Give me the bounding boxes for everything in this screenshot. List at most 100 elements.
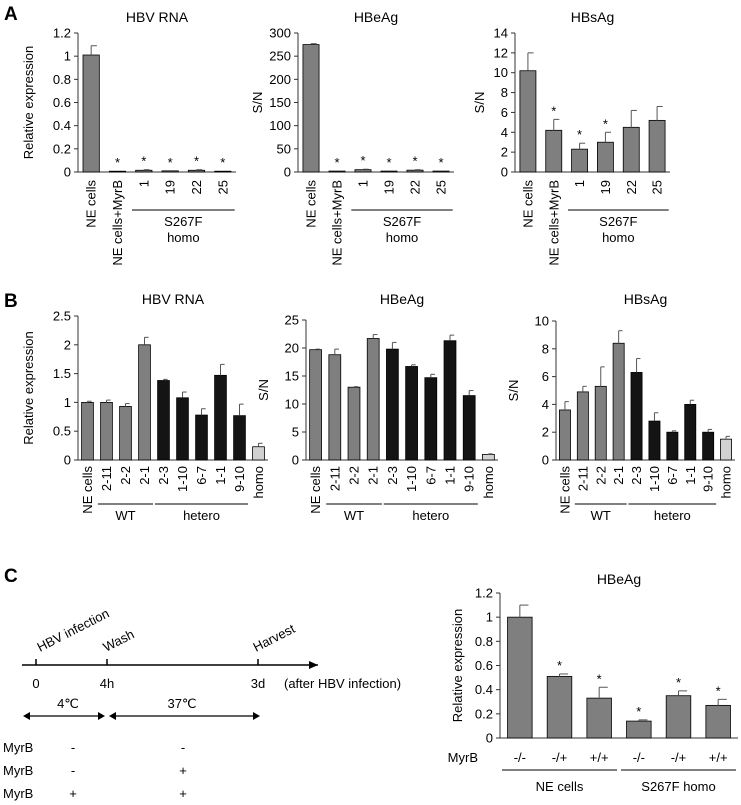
y-tick-label: 5 bbox=[292, 425, 299, 440]
time-label-0: 0 bbox=[32, 676, 39, 691]
y-axis-label: S/N bbox=[506, 380, 521, 402]
y-tick-label: 0.6 bbox=[53, 95, 71, 110]
panel-label-c: C bbox=[4, 566, 18, 587]
bar-1-1 bbox=[684, 403, 697, 461]
bar-22 bbox=[187, 169, 206, 173]
significance-star: * bbox=[577, 127, 582, 142]
chart-a-hbsag: HBsAg 0 2 4 6 8 10 12 14 S/N * * * NE cells NE cells+M… bbox=[472, 9, 670, 266]
y-tick-label: 10 bbox=[285, 397, 299, 412]
bar-6-7 bbox=[666, 431, 679, 461]
significance-star: * bbox=[412, 154, 417, 169]
y-tick-label: 0 bbox=[64, 165, 71, 180]
y-tick-label: 1 bbox=[64, 395, 71, 410]
category-label: NE cells+MyrB bbox=[110, 180, 125, 266]
bar-2-1 bbox=[612, 342, 625, 461]
y-tick-label: 1.2 bbox=[475, 586, 493, 601]
group-label: WT bbox=[115, 508, 135, 523]
category-label: homo bbox=[719, 466, 734, 499]
category-label: 6-7 bbox=[194, 466, 209, 485]
category-label: 22 bbox=[408, 180, 423, 194]
category-label: 1 bbox=[136, 180, 151, 187]
y-tick-label: 0.5 bbox=[53, 424, 71, 439]
chart-a-hbeag: HBeAg 0 50 100 150 200 250 300 S/N * * * * * NE cells N… bbox=[250, 9, 454, 266]
bar-1 bbox=[354, 169, 372, 173]
significance-star: * bbox=[597, 671, 602, 686]
bar-homo bbox=[482, 453, 495, 461]
significance-star: * bbox=[386, 155, 391, 170]
bar-+/+ bbox=[586, 697, 612, 739]
bar-2-2 bbox=[119, 406, 132, 461]
y-tick-label: 8 bbox=[542, 341, 549, 356]
group-label: hetero bbox=[654, 508, 691, 523]
y-axis-label: S/N bbox=[472, 92, 487, 114]
y-tick-label: 0.4 bbox=[475, 682, 493, 697]
timeline-arrowhead bbox=[309, 661, 318, 669]
category-label: -/- bbox=[633, 750, 645, 765]
y-axis-label: Relative expression bbox=[450, 609, 465, 722]
condition-3-post: + bbox=[179, 786, 187, 801]
category-label: 1-1 bbox=[683, 466, 698, 485]
bar-9-10 bbox=[233, 415, 246, 461]
category-label: 1-10 bbox=[175, 466, 190, 492]
bar-2-3 bbox=[386, 348, 399, 461]
significance-star: * bbox=[115, 155, 120, 170]
y-tick-label: 250 bbox=[269, 49, 291, 64]
category-label: NE cells+MyrB bbox=[546, 180, 561, 266]
group-label: WT bbox=[344, 508, 364, 523]
bar-homo bbox=[252, 446, 265, 461]
condition-1-pre: - bbox=[71, 740, 75, 755]
bar-2-11 bbox=[576, 391, 589, 461]
bar-25 bbox=[432, 170, 450, 173]
chart-a-hbv-rna: HBV RNA 0 0.2 0.4 0.6 0.8 1 1.2 Relative express… bbox=[21, 9, 236, 266]
significance-star: * bbox=[557, 658, 562, 673]
group-label: homo bbox=[167, 230, 200, 245]
category-label: -/- bbox=[514, 750, 526, 765]
y-tick-label: 200 bbox=[269, 72, 291, 87]
category-label: 2-1 bbox=[366, 466, 381, 485]
y-tick-label: 0 bbox=[486, 731, 493, 746]
category-label: 1 bbox=[572, 180, 587, 187]
y-tick-label: 6 bbox=[542, 369, 549, 384]
group-label: S267F homo bbox=[641, 779, 715, 794]
category-label: NE cells+MyrB bbox=[330, 180, 345, 266]
y-tick-label: 1.2 bbox=[53, 26, 71, 41]
y-tick-label: 4 bbox=[542, 397, 549, 412]
y-tick-label: 12 bbox=[494, 45, 508, 60]
y-tick-label: 0.6 bbox=[475, 658, 493, 673]
y-tick-label: 50 bbox=[277, 141, 291, 156]
time-label-3d: 3d bbox=[251, 676, 265, 691]
span-4c-right-arrow bbox=[98, 712, 105, 720]
category-label: 6-7 bbox=[423, 466, 438, 485]
bar-19 bbox=[597, 141, 614, 173]
category-label: 2-2 bbox=[347, 466, 362, 485]
category-label: 2-11 bbox=[99, 466, 114, 491]
y-tick-label: 300 bbox=[269, 26, 291, 41]
category-label: NE cells bbox=[557, 466, 572, 514]
bar-NE cells bbox=[82, 54, 100, 173]
y-tick-label: 0.2 bbox=[475, 706, 493, 721]
y-tick-label: 0.8 bbox=[475, 634, 493, 649]
y-tick-label: 20 bbox=[285, 341, 299, 356]
y-axis-label: S/N bbox=[256, 379, 271, 401]
group-label: S267F bbox=[599, 214, 637, 229]
significance-star: * bbox=[716, 683, 721, 698]
chart-title: HBsAg bbox=[624, 291, 668, 307]
category-label: 22 bbox=[189, 180, 204, 194]
bar-2-2 bbox=[347, 386, 361, 461]
y-tick-label: 8 bbox=[501, 85, 508, 100]
y-tick-label: 14 bbox=[494, 26, 508, 41]
bar-NE cells+MyrB bbox=[545, 129, 563, 173]
bar--/+ bbox=[665, 695, 692, 739]
y-tick-label: 100 bbox=[269, 118, 291, 133]
significance-star: * bbox=[220, 155, 225, 170]
y-tick-label: 2 bbox=[64, 337, 71, 352]
category-label: 1-1 bbox=[213, 466, 228, 485]
bar-1-10 bbox=[405, 366, 418, 461]
condition-1-post: - bbox=[181, 740, 185, 755]
chart-b-hbv-rna: HBV RNA 0 0.5 1 1.5 2 2.5 Relative expression NE… bbox=[21, 291, 268, 523]
category-label: NE cells bbox=[80, 466, 95, 514]
category-label: 1-10 bbox=[404, 466, 419, 492]
significance-star: * bbox=[141, 154, 146, 169]
y-tick-label: 4 bbox=[501, 125, 508, 140]
category-label: NE cells bbox=[84, 180, 99, 228]
